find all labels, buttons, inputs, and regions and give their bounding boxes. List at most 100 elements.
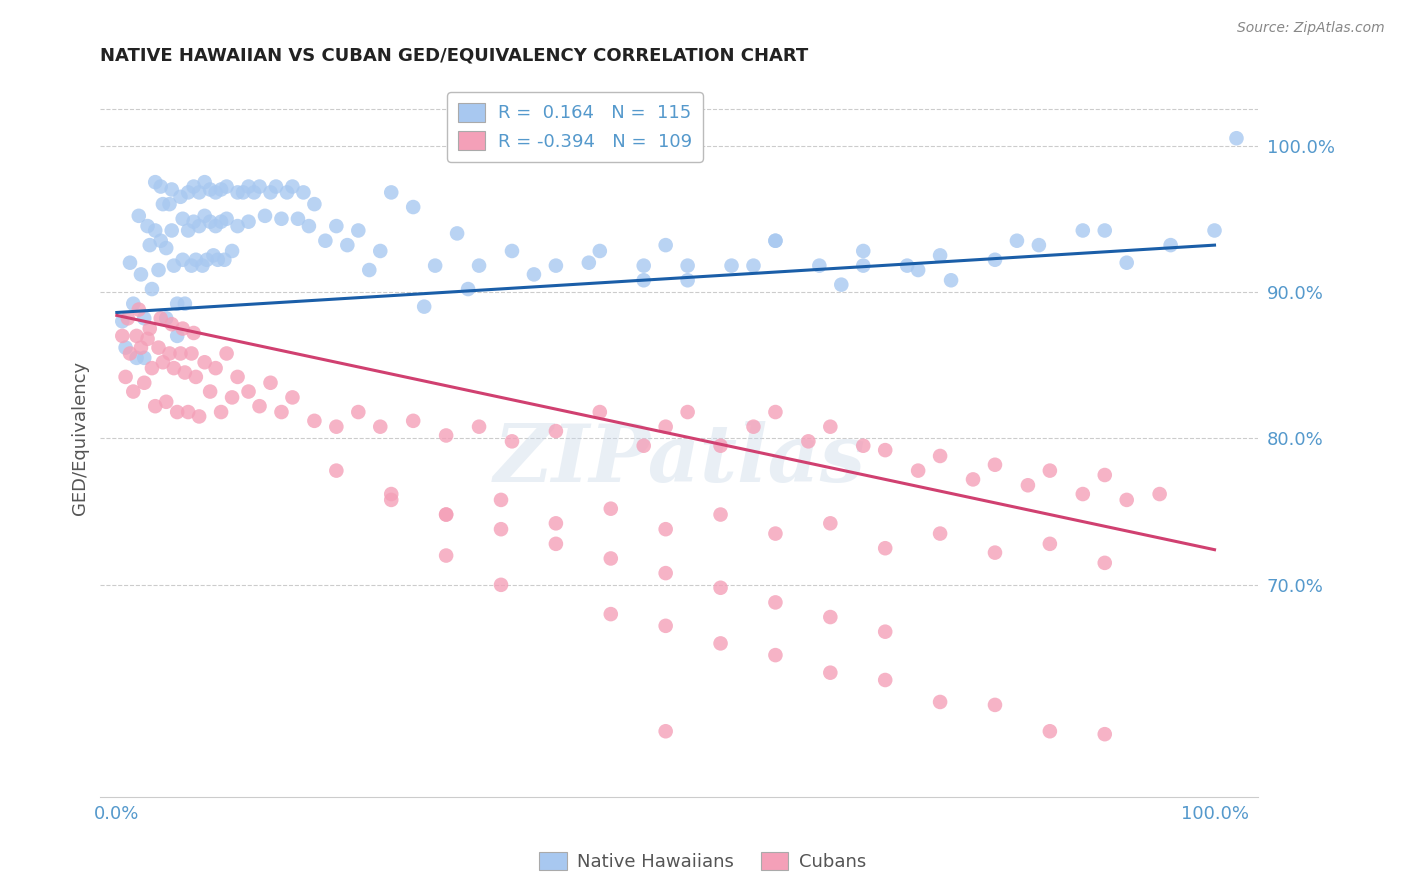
Point xyxy=(111,329,134,343)
Point xyxy=(1071,487,1094,501)
Point xyxy=(368,244,391,258)
Point xyxy=(166,296,188,310)
Point xyxy=(194,209,217,223)
Point xyxy=(962,472,984,486)
Point xyxy=(173,366,195,380)
Point xyxy=(1094,556,1116,570)
Point xyxy=(139,238,162,252)
Point xyxy=(347,223,370,237)
Point xyxy=(159,197,181,211)
Point xyxy=(259,186,281,200)
Point xyxy=(907,464,929,478)
Point xyxy=(270,405,292,419)
Point xyxy=(180,346,202,360)
Point xyxy=(380,186,402,200)
Point xyxy=(402,414,425,428)
Point xyxy=(198,182,221,196)
Point xyxy=(166,405,188,419)
Point xyxy=(149,179,172,194)
Point xyxy=(1005,234,1028,248)
Point xyxy=(204,186,226,200)
Point xyxy=(599,607,621,621)
Point xyxy=(1039,537,1062,551)
Point xyxy=(314,234,336,248)
Point xyxy=(434,428,457,442)
Point xyxy=(676,259,699,273)
Point xyxy=(929,695,952,709)
Point xyxy=(820,610,842,624)
Point xyxy=(765,234,787,248)
Point xyxy=(468,259,491,273)
Text: NATIVE HAWAIIAN VS CUBAN GED/EQUIVALENCY CORRELATION CHART: NATIVE HAWAIIAN VS CUBAN GED/EQUIVALENCY… xyxy=(100,46,808,64)
Point xyxy=(129,268,152,282)
Point xyxy=(134,311,156,326)
Point xyxy=(1225,131,1247,145)
Point xyxy=(249,399,271,413)
Point xyxy=(215,211,238,226)
Point xyxy=(599,551,621,566)
Point xyxy=(166,329,188,343)
Point xyxy=(423,259,446,273)
Point xyxy=(177,405,200,419)
Point xyxy=(221,391,243,405)
Point xyxy=(929,248,952,262)
Point xyxy=(359,263,381,277)
Point xyxy=(820,665,842,680)
Point xyxy=(183,179,205,194)
Point xyxy=(654,724,676,739)
Point xyxy=(325,219,347,233)
Point xyxy=(148,341,170,355)
Point xyxy=(489,522,512,536)
Point xyxy=(709,581,731,595)
Point xyxy=(1094,223,1116,237)
Point xyxy=(184,370,207,384)
Point xyxy=(1071,223,1094,237)
Point xyxy=(177,186,200,200)
Point xyxy=(720,259,742,273)
Point xyxy=(292,186,315,200)
Point xyxy=(1028,238,1050,252)
Point xyxy=(172,321,194,335)
Point xyxy=(633,259,655,273)
Point xyxy=(446,227,468,241)
Point xyxy=(875,673,897,687)
Point xyxy=(368,419,391,434)
Point xyxy=(128,302,150,317)
Point xyxy=(434,508,457,522)
Point xyxy=(163,361,186,376)
Point xyxy=(875,624,897,639)
Point xyxy=(1204,223,1226,237)
Point xyxy=(226,219,249,233)
Point xyxy=(434,508,457,522)
Point xyxy=(765,648,787,662)
Point xyxy=(380,492,402,507)
Point xyxy=(204,219,226,233)
Point xyxy=(149,234,172,248)
Point xyxy=(117,311,139,326)
Point xyxy=(152,197,174,211)
Point xyxy=(238,215,260,229)
Point xyxy=(160,182,183,196)
Point xyxy=(238,384,260,399)
Point xyxy=(599,501,621,516)
Point xyxy=(654,522,676,536)
Point xyxy=(136,332,159,346)
Point xyxy=(122,296,145,310)
Point xyxy=(984,698,1007,712)
Point xyxy=(765,405,787,419)
Point xyxy=(122,384,145,399)
Point xyxy=(276,186,298,200)
Point xyxy=(195,252,218,267)
Point xyxy=(238,179,260,194)
Point xyxy=(984,458,1007,472)
Point xyxy=(875,541,897,556)
Point xyxy=(797,434,820,449)
Point xyxy=(633,273,655,287)
Point xyxy=(188,409,211,424)
Point xyxy=(160,223,183,237)
Point xyxy=(139,321,162,335)
Point xyxy=(709,636,731,650)
Point xyxy=(1115,492,1137,507)
Point xyxy=(143,175,166,189)
Point xyxy=(207,252,229,267)
